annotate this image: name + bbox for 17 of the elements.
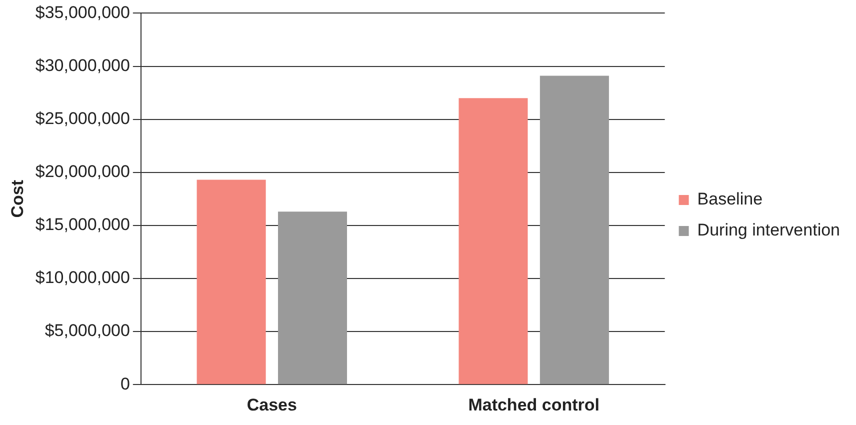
bar bbox=[458, 98, 528, 384]
y-tick-label: $15,000,000 bbox=[35, 215, 130, 234]
legend-label: Baseline bbox=[697, 190, 763, 209]
y-axis-title: Cost bbox=[8, 180, 27, 218]
legend-label: During intervention bbox=[697, 220, 840, 240]
y-tick-label: 0 bbox=[120, 374, 130, 394]
x-tick-label: Cases bbox=[246, 395, 297, 414]
y-tick-label: $30,000,000 bbox=[35, 56, 130, 75]
bar bbox=[540, 76, 609, 384]
y-tick-label: $10,000,000 bbox=[35, 268, 130, 288]
bar bbox=[196, 180, 266, 384]
bar bbox=[278, 212, 348, 384]
y-tick-label: $5,000,000 bbox=[44, 321, 130, 340]
y-tick-label: $25,000,000 bbox=[35, 109, 130, 128]
x-tick-label: Matched control bbox=[468, 395, 600, 414]
y-tick-label: $35,000,000 bbox=[35, 2, 130, 22]
y-tick-label: $20,000,000 bbox=[35, 162, 130, 182]
